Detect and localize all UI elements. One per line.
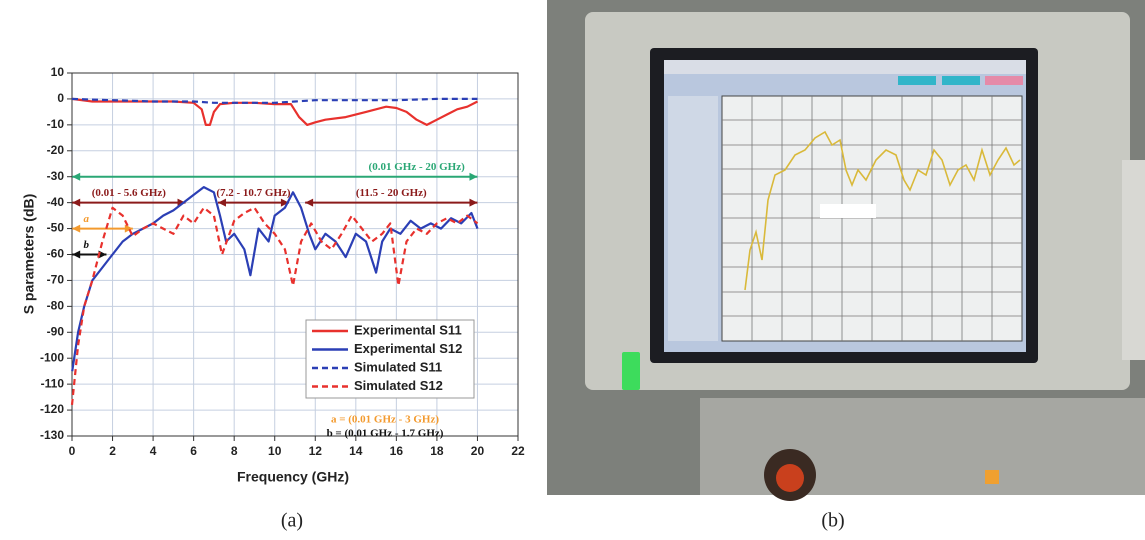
annotation-label: a xyxy=(83,213,89,225)
x-tick-label: 6 xyxy=(190,444,197,458)
x-tick-label: 18 xyxy=(430,444,444,458)
green-tag xyxy=(622,352,640,390)
annotation-label: (11.5 - 20 GHz) xyxy=(356,187,427,199)
note: b = (0.01 GHz - 1.7 GHz) xyxy=(327,428,444,440)
legend-label: Experimental S12 xyxy=(354,341,462,356)
screen-button xyxy=(985,76,1023,85)
y-tick-label: -90 xyxy=(47,324,65,338)
side-panel xyxy=(668,96,718,341)
y-tick-label: 10 xyxy=(51,65,65,79)
caption: (b) xyxy=(821,510,844,532)
y-tick-label: -110 xyxy=(41,376,65,390)
note: a = (0.01 GHz - 3 GHz) xyxy=(331,414,439,426)
x-tick-label: 10 xyxy=(268,444,282,458)
x-tick-label: 16 xyxy=(390,444,404,458)
x-tick-label: 0 xyxy=(69,444,76,458)
y-tick-label: -10 xyxy=(47,117,65,131)
screen-button xyxy=(942,76,980,85)
y-tick-label: 0 xyxy=(57,91,64,105)
legend-label: Simulated S12 xyxy=(354,378,443,393)
screen-button xyxy=(898,76,936,85)
y-tick-label: -40 xyxy=(47,195,65,209)
annotation-label: (0.01 - 5.6 GHz) xyxy=(92,187,167,199)
x-tick-label: 2 xyxy=(109,444,116,458)
x-tick-label: 8 xyxy=(231,444,238,458)
annotation-label: b xyxy=(83,239,89,251)
y-tick-label: -130 xyxy=(40,428,64,442)
menu-bar xyxy=(664,60,1026,74)
figure: Frequency (GHz) S parameters (dB) (a) (b… xyxy=(0,0,1145,540)
x-tick-label: 4 xyxy=(150,444,157,458)
x-tick-label: 22 xyxy=(511,444,525,458)
screen-label-box xyxy=(820,204,876,218)
y-tick-label: -30 xyxy=(47,169,65,183)
photo xyxy=(547,0,1145,501)
y-tick-label: -100 xyxy=(40,350,64,364)
y-tick-label: -80 xyxy=(47,299,65,313)
side-buttons xyxy=(1122,160,1145,360)
y-tick-label: -120 xyxy=(40,402,64,416)
indicator xyxy=(985,470,999,484)
x-axis-label: Frequency (GHz) xyxy=(237,469,349,485)
x-tick-label: 12 xyxy=(309,444,323,458)
y-tick-label: -50 xyxy=(47,221,65,235)
y-axis-label: S parameters (dB) xyxy=(21,194,37,315)
y-tick-label: -60 xyxy=(47,247,65,261)
x-tick-label: 20 xyxy=(471,444,485,458)
y-tick-label: -70 xyxy=(47,273,65,287)
y-tick-label: -20 xyxy=(47,143,65,157)
annotation-label: (0.01 GHz - 20 GHz) xyxy=(369,161,466,173)
legend-label: Experimental S11 xyxy=(354,322,462,337)
annotation-label: (7.2 - 10.7 GHz) xyxy=(216,187,291,199)
legend-label: Simulated S11 xyxy=(354,359,442,374)
x-tick-label: 14 xyxy=(349,444,363,458)
caption: (a) xyxy=(281,510,303,532)
knob-center xyxy=(776,464,804,492)
